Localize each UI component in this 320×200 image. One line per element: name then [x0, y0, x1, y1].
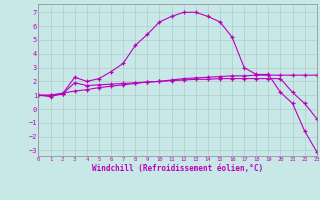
X-axis label: Windchill (Refroidissement éolien,°C): Windchill (Refroidissement éolien,°C) [92, 164, 263, 173]
